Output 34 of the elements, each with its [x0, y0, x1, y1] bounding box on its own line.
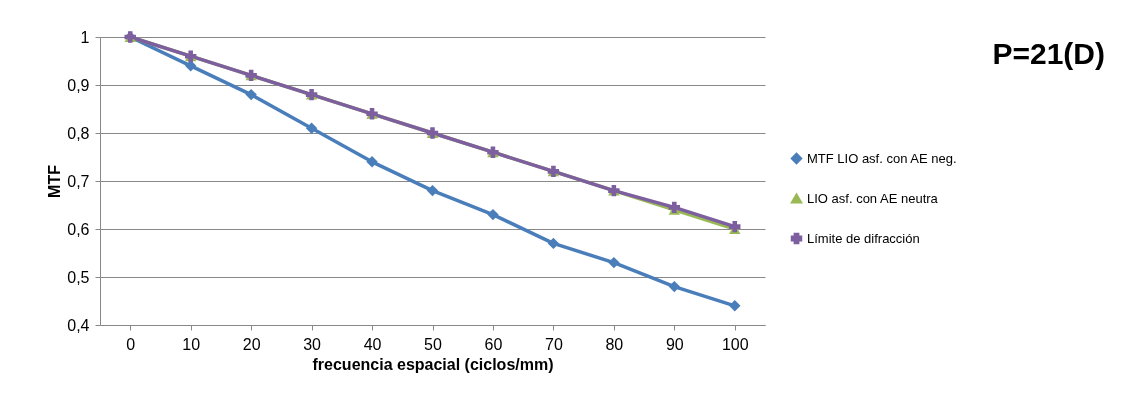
- point: [305, 122, 318, 134]
- y-tick-label: 0,7: [67, 172, 90, 190]
- x-tick-label: 90: [665, 335, 684, 353]
- x-tick-label: 40: [363, 335, 382, 353]
- x-axis-title: frecuencia espacial (ciclos/mm): [312, 355, 554, 373]
- x-tick-label: 10: [182, 335, 201, 353]
- legend-label: MTF LIO asf. con AE neg.: [807, 150, 957, 166]
- x-tick-label: 70: [545, 335, 563, 353]
- x-tick-label: 30: [303, 335, 322, 353]
- point: [245, 88, 257, 101]
- point: [729, 220, 741, 233]
- x-tick-label: 100: [721, 335, 749, 353]
- x-tick-label: 60: [484, 335, 503, 353]
- x-tick-label: 80: [605, 335, 624, 353]
- x-tick-label: 0: [126, 335, 136, 353]
- y-tick-label: 0,4: [67, 316, 90, 334]
- y-tick-label: 0,8: [67, 124, 90, 142]
- point: [547, 237, 560, 250]
- y-tick-label: 0,9: [67, 76, 90, 94]
- y-tick-label: 0,6: [67, 220, 90, 238]
- point: [608, 256, 620, 269]
- y-tick-label: 0,5: [67, 268, 90, 286]
- point: [426, 184, 439, 197]
- x-tick-label: 20: [242, 335, 261, 353]
- point: [366, 156, 378, 168]
- legend-label: Límite de difracción: [807, 230, 920, 246]
- text: P=21(D): [992, 37, 1105, 70]
- point: [668, 280, 681, 293]
- point: [487, 208, 499, 221]
- point: [729, 300, 741, 312]
- y-tick-label: 1: [80, 28, 90, 46]
- y-axis-title: MTF: [46, 164, 64, 198]
- x-tick-label: 50: [424, 335, 442, 353]
- legend-label: LIO asf. con AE neutra: [807, 190, 939, 206]
